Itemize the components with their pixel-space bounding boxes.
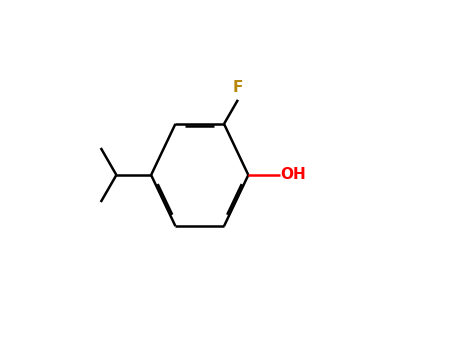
Text: F: F — [233, 79, 243, 94]
Text: OH: OH — [280, 168, 306, 182]
